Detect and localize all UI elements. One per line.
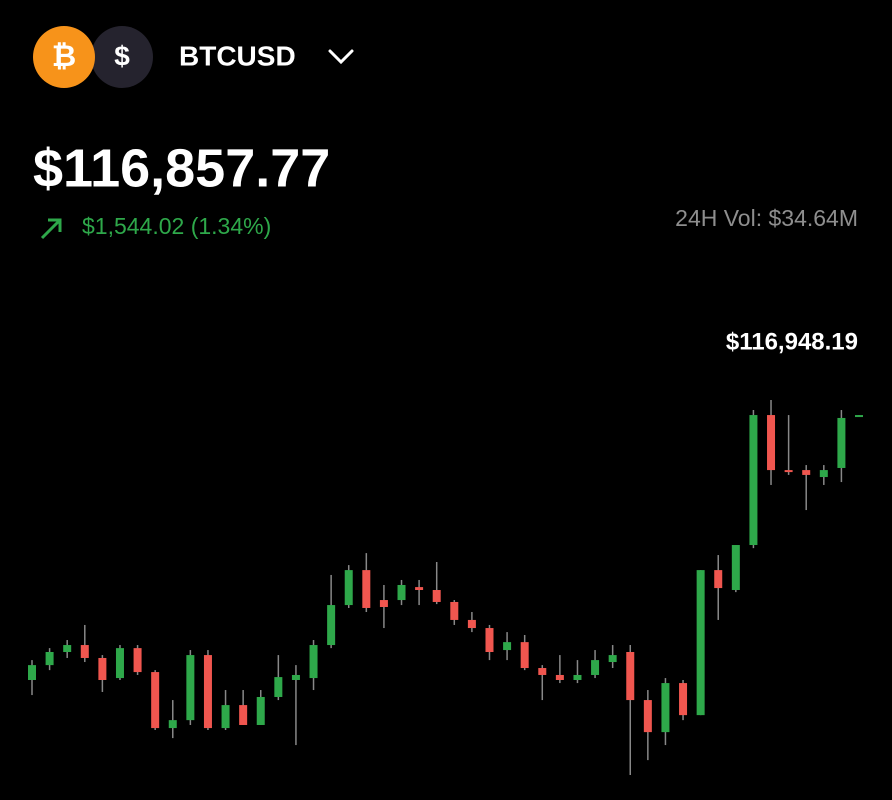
- quote-icon-bg: [91, 26, 153, 88]
- candle-body: [573, 674, 582, 680]
- candle-body: [45, 651, 54, 666]
- volume: 24H Vol: $34.64M: [675, 205, 858, 231]
- candle-body: [168, 720, 177, 729]
- base-icon-bg: [33, 26, 95, 88]
- candle-body: [291, 674, 300, 680]
- candle-body: [749, 415, 758, 546]
- candle-body: [555, 674, 564, 680]
- candle-body: [467, 619, 476, 629]
- candle-body: [626, 651, 635, 701]
- candle-body: [696, 570, 705, 716]
- candle-body: [837, 417, 846, 468]
- candle-body: [397, 584, 406, 601]
- candle-body: [503, 642, 512, 651]
- candle-body: [221, 705, 230, 729]
- ticker[interactable]: BTCUSD: [179, 40, 296, 71]
- candle-body: [802, 470, 811, 475]
- candle-body: [28, 665, 36, 680]
- candle-body: [256, 696, 265, 725]
- candle-body: [115, 648, 124, 679]
- candle-body: [239, 705, 248, 725]
- candle-body: [327, 605, 336, 646]
- candle-body: [538, 668, 547, 675]
- candle-body: [274, 677, 283, 697]
- candle-body: [344, 570, 353, 606]
- candle-body: [731, 545, 740, 591]
- candle-body: [362, 570, 371, 608]
- candle-body: [98, 657, 107, 680]
- candle-body: [608, 655, 617, 663]
- candle-body: [679, 683, 688, 716]
- dropdown-chevron[interactable]: [328, 49, 354, 65]
- candle-body: [80, 645, 89, 658]
- candle-body: [643, 700, 652, 733]
- candle-body: [379, 600, 388, 608]
- candle-body: [714, 570, 723, 589]
- candle-body: [450, 601, 459, 620]
- quote-icon: $: [114, 40, 130, 71]
- candle-body: [767, 415, 776, 471]
- candle-body: [63, 645, 72, 652]
- candle-body: [855, 415, 863, 418]
- candle-body: [591, 660, 600, 675]
- candle-body: [186, 655, 195, 721]
- candle-body: [203, 655, 212, 729]
- candle-body: [661, 683, 670, 733]
- price-change: $1,544.02 (1.34%): [82, 213, 271, 239]
- candle-body: [133, 648, 142, 673]
- candle-body: [520, 642, 529, 669]
- candle-body: [485, 628, 494, 652]
- candle-body: [151, 672, 160, 729]
- base-icon: ₿: [52, 40, 76, 73]
- candle-body: [415, 587, 424, 591]
- candle-body: [432, 590, 441, 602]
- up-arrow: [40, 218, 62, 240]
- high-label: $116,948.19: [726, 328, 858, 355]
- candle-body: [309, 645, 318, 679]
- price: $116,857.77: [33, 138, 330, 198]
- candle-body: [784, 470, 793, 473]
- candle-body: [819, 470, 828, 478]
